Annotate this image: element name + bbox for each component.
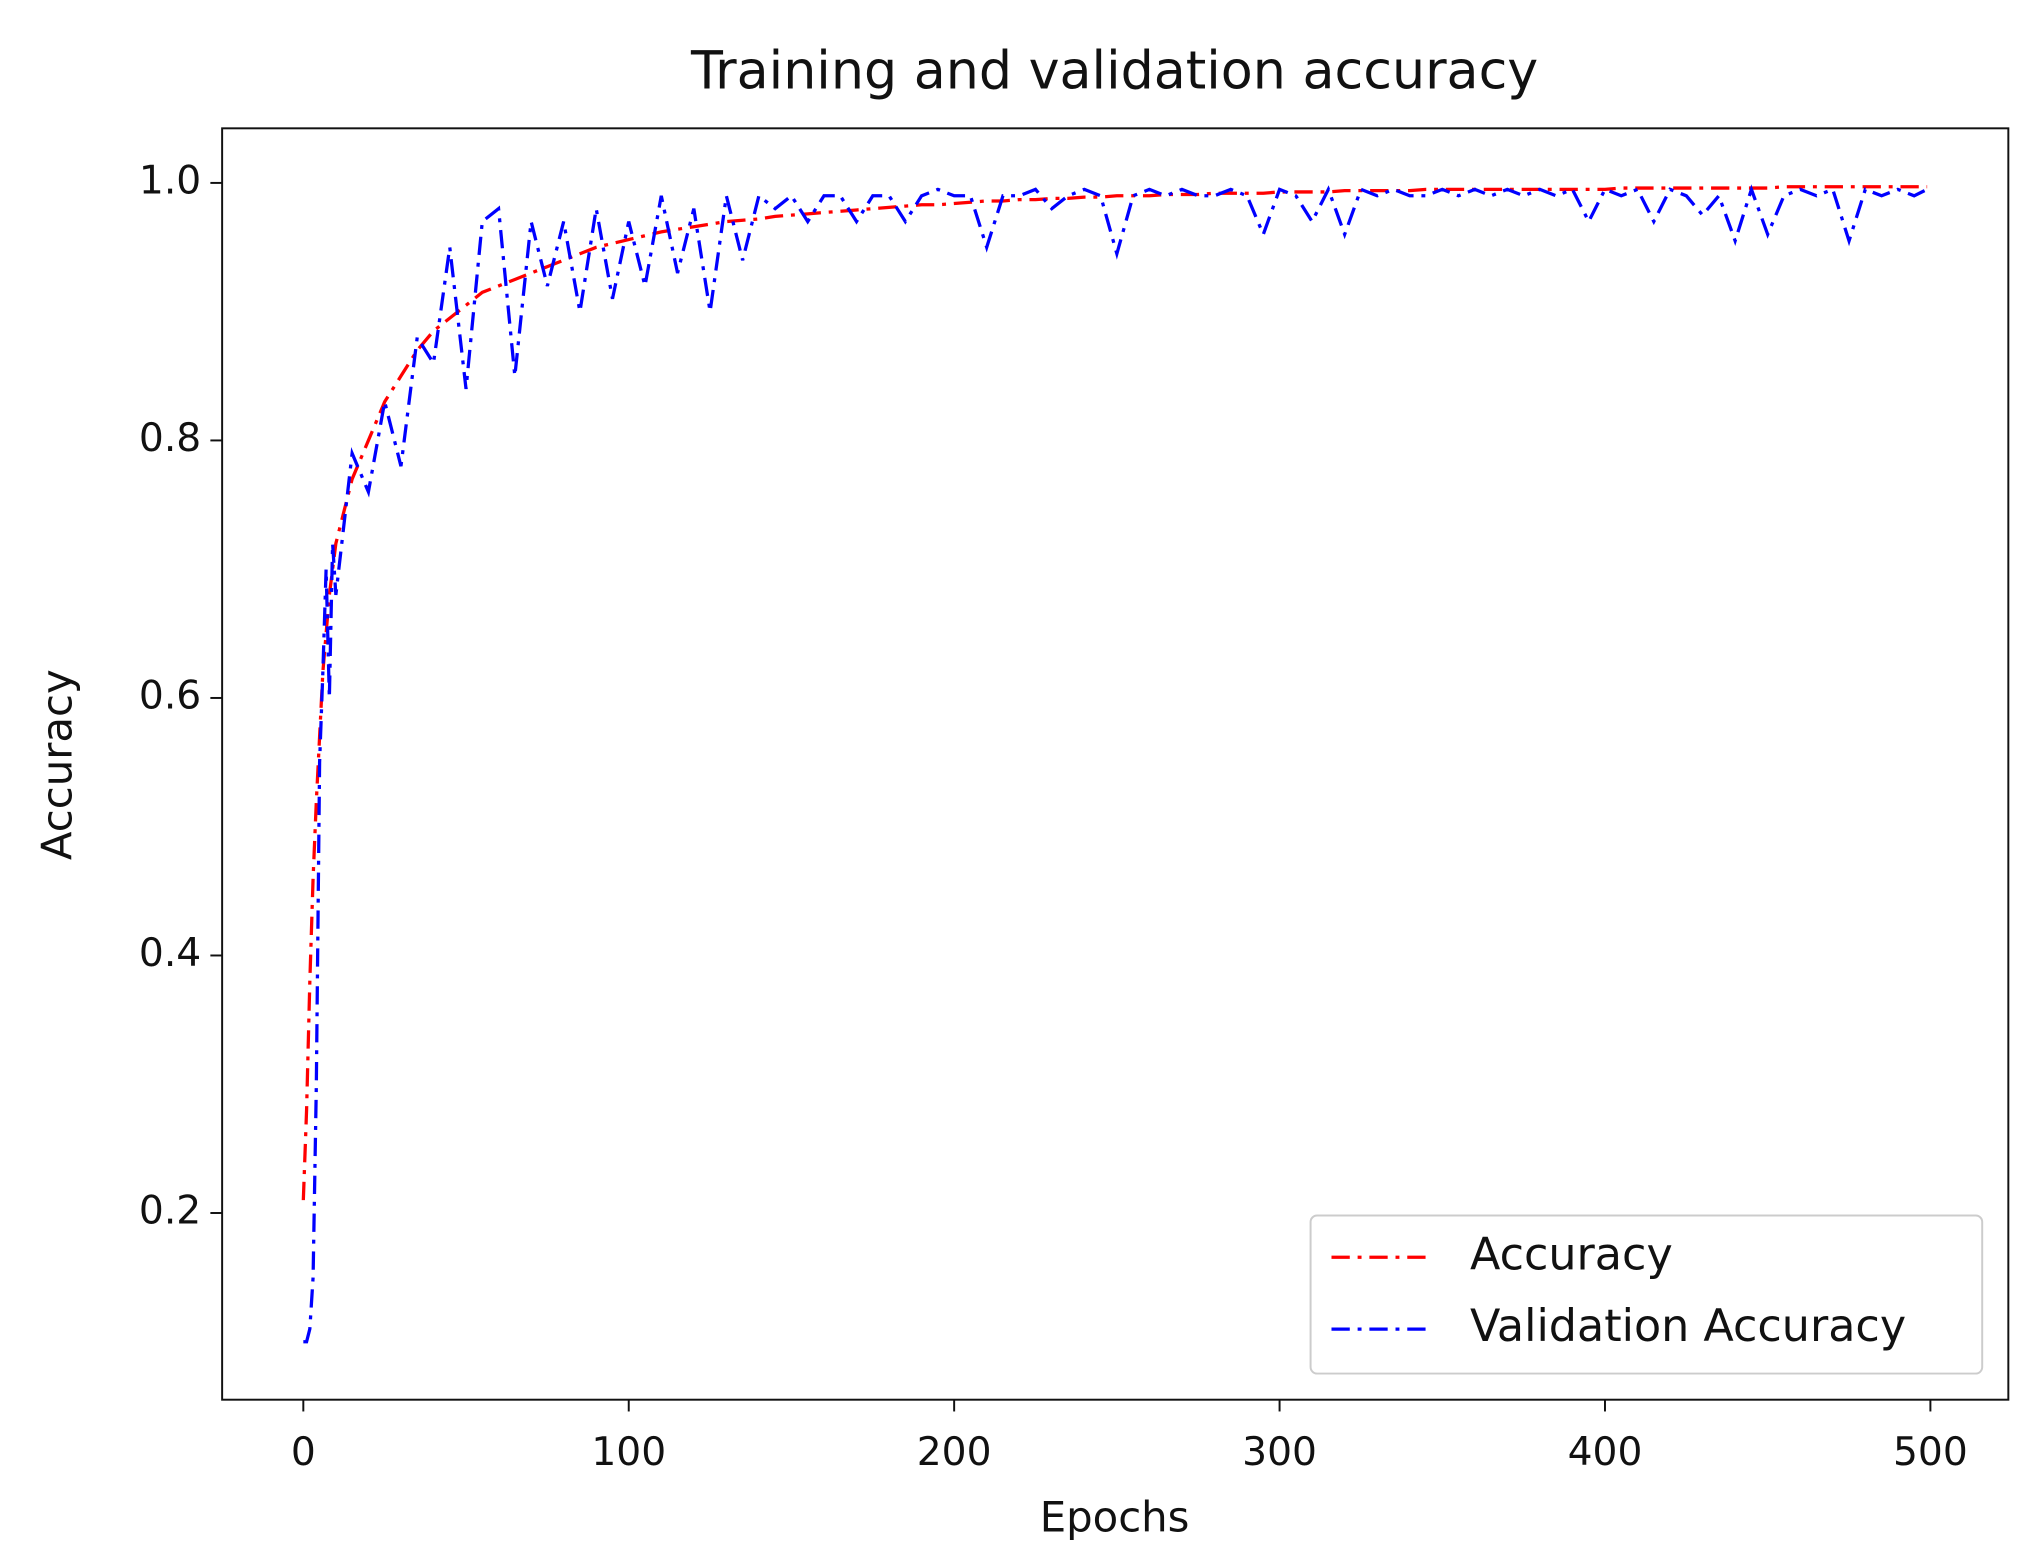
legend-box	[1309, 1214, 1984, 1375]
legend-label: Accuracy	[1470, 1229, 1673, 1280]
x-tick-label: 300	[1242, 1430, 1317, 1475]
plot-frame	[221, 127, 2010, 1401]
y-tick-label: 1.0	[139, 158, 201, 203]
series-line	[303, 184, 1928, 1344]
x-axis-label: Epochs	[1040, 1492, 1190, 1541]
y-tick-label: 0.6	[139, 673, 201, 718]
legend-label: Validation Accuracy	[1470, 1301, 1906, 1352]
y-tick-label: 0.2	[139, 1189, 201, 1234]
x-tick-label: 500	[1893, 1430, 1968, 1475]
series-line	[301, 185, 1928, 1201]
x-tick-label: 400	[1568, 1430, 1643, 1475]
y-tick-label: 0.8	[139, 416, 201, 461]
chart-title: Training and validation accuracy	[690, 41, 1538, 102]
y-tick-label: 0.4	[139, 931, 201, 976]
x-tick-label: 200	[917, 1430, 992, 1475]
y-axis-label: Accuracy	[33, 669, 82, 860]
x-tick-label: 100	[591, 1430, 666, 1475]
x-tick-label: 0	[291, 1430, 316, 1475]
